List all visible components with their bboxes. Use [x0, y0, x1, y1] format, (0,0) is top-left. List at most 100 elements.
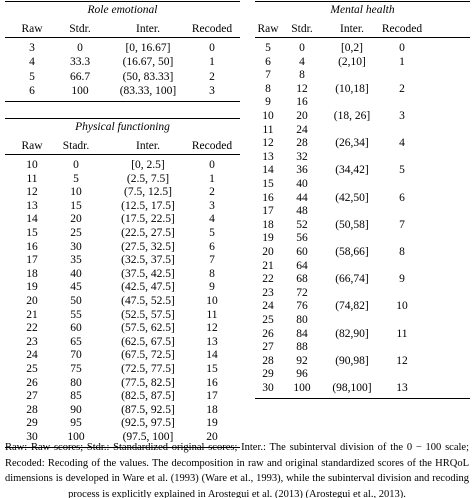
- column-header: Raw: [21, 140, 43, 152]
- table-title: Mental health: [330, 4, 395, 16]
- cell: 64: [296, 259, 308, 272]
- cell: 14: [26, 213, 38, 226]
- cell: 21: [26, 308, 38, 321]
- cell: (66,74]: [335, 273, 369, 286]
- cell: 19: [26, 281, 38, 294]
- cell: 2: [399, 82, 405, 95]
- rule: [5, 37, 240, 38]
- cell: 0: [399, 42, 405, 54]
- cell: (10,18]: [335, 82, 369, 95]
- cell: 13: [26, 199, 38, 212]
- cell: 15: [262, 178, 274, 190]
- cell: (72.5, 77.5]: [121, 363, 175, 375]
- cell: 17: [26, 254, 38, 267]
- cell: 28: [296, 137, 308, 150]
- cell: 3: [209, 84, 215, 97]
- cell: (18, 26]: [333, 110, 371, 122]
- column-header: Stadr.: [62, 140, 90, 152]
- cell: 20: [206, 431, 218, 443]
- cell: (90,98]: [335, 354, 369, 367]
- cell: (50, 83.33]: [122, 70, 174, 83]
- cell: 10: [70, 186, 82, 199]
- cell: 19: [262, 232, 274, 245]
- cell: 20: [296, 110, 308, 122]
- cell: 20: [70, 213, 82, 226]
- cell: 13: [206, 335, 218, 348]
- cell: (57.5, 62.5]: [121, 322, 175, 335]
- cell: (67.5, 72.5]: [121, 349, 175, 362]
- cell: 8: [299, 69, 305, 82]
- cell: 15: [70, 199, 82, 212]
- column-header: Raw: [21, 23, 43, 35]
- cell: (27.5, 32.5]: [121, 240, 175, 253]
- cell: 0: [77, 42, 83, 54]
- cell: 11: [262, 123, 274, 136]
- column-header: Inter.: [340, 23, 364, 35]
- cell: 56: [296, 232, 308, 245]
- cell: 13: [396, 382, 408, 394]
- cell: 68: [296, 273, 308, 286]
- cell: (37.5, 42.5]: [121, 267, 175, 280]
- cell: 40: [296, 178, 308, 190]
- cell: 80: [70, 376, 82, 389]
- cell: 25: [26, 363, 38, 375]
- cell: 72: [296, 286, 308, 299]
- cell: 55: [70, 308, 82, 321]
- cell: 9: [209, 281, 215, 294]
- cell: (62.5, 67.5]: [121, 335, 175, 348]
- cell: 24: [296, 123, 308, 136]
- cell: (7.5, 12.5]: [124, 186, 172, 199]
- cell: 10: [26, 159, 38, 171]
- cell: (58,66]: [335, 246, 369, 258]
- cell: 25: [70, 227, 82, 239]
- cell: 14: [262, 164, 274, 177]
- cell: 2: [209, 186, 215, 199]
- cell: (82,90]: [335, 327, 369, 340]
- cell: (92.5, 97.5]: [121, 417, 175, 430]
- cell: 15: [26, 227, 38, 239]
- cell: 13: [262, 150, 274, 163]
- cell: 23: [26, 335, 38, 348]
- cell: 1: [209, 172, 215, 185]
- cell: 7: [399, 218, 405, 231]
- cell: 1: [399, 55, 405, 68]
- cell: 5: [399, 164, 405, 177]
- cell: 30: [262, 382, 274, 394]
- cell: 17: [206, 390, 218, 403]
- cell: 35: [70, 254, 82, 267]
- cell: 84: [296, 327, 308, 340]
- cell: 48: [296, 205, 308, 218]
- rule: [255, 1, 470, 2]
- cell: (98,100]: [332, 382, 372, 394]
- cell: 20: [26, 295, 38, 307]
- cell: 21: [262, 259, 274, 272]
- cell: 0: [209, 159, 215, 171]
- cell: 22: [26, 322, 38, 335]
- cell: 29: [262, 368, 274, 381]
- cell: 3: [399, 110, 405, 122]
- cell: 100: [67, 431, 85, 443]
- cell: (2,10]: [338, 55, 366, 68]
- cell: 28: [262, 354, 274, 367]
- cell: 6: [399, 191, 405, 204]
- cell: 2: [209, 70, 215, 83]
- cell: 15: [206, 363, 218, 375]
- cell: 30: [70, 240, 82, 253]
- cell: (12.5, 17.5]: [121, 199, 175, 212]
- cell: 18: [26, 267, 38, 280]
- cell: 16: [206, 376, 218, 389]
- cell: 26: [262, 327, 274, 340]
- cell: 27: [262, 341, 274, 354]
- cell: (83.33, 100]: [119, 84, 177, 97]
- cell: 11: [396, 327, 408, 340]
- cell: 8: [265, 82, 271, 95]
- cell: 60: [70, 322, 82, 335]
- cell: [0,2]: [340, 42, 364, 54]
- cell: (74,82]: [335, 300, 369, 313]
- cell: 17: [262, 205, 274, 218]
- cell: 100: [71, 84, 89, 97]
- cell: 7: [209, 254, 215, 267]
- cell: 5: [73, 172, 79, 185]
- cell: 11: [26, 172, 38, 185]
